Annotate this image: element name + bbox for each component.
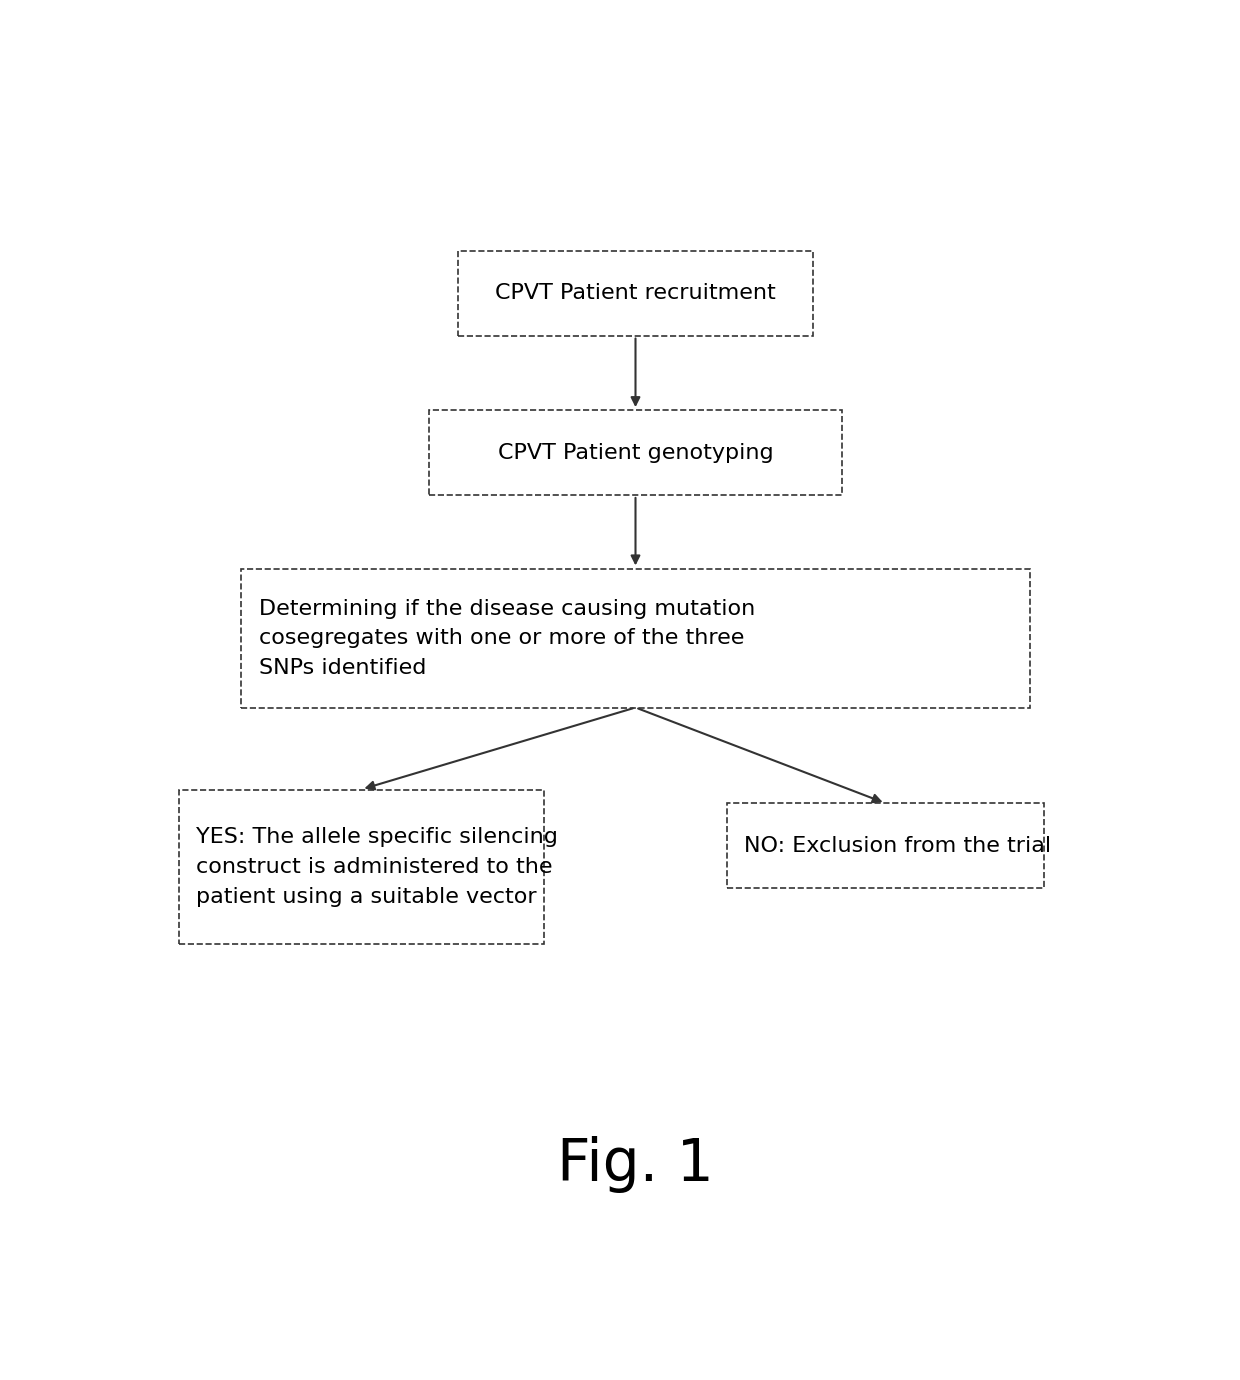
FancyBboxPatch shape [179, 789, 544, 944]
FancyBboxPatch shape [727, 803, 1044, 889]
FancyBboxPatch shape [458, 251, 813, 335]
Text: CPVT Patient genotyping: CPVT Patient genotyping [497, 443, 774, 462]
Text: Fig. 1: Fig. 1 [557, 1136, 714, 1192]
FancyBboxPatch shape [429, 410, 842, 495]
Text: CPVT Patient recruitment: CPVT Patient recruitment [495, 283, 776, 304]
Text: YES: The allele specific silencing
construct is administered to the
patient usin: YES: The allele specific silencing const… [196, 828, 558, 907]
FancyBboxPatch shape [242, 570, 1029, 708]
Text: NO: Exclusion from the trial: NO: Exclusion from the trial [744, 836, 1052, 856]
Text: Determining if the disease causing mutation
cosegregates with one or more of the: Determining if the disease causing mutat… [259, 599, 755, 678]
